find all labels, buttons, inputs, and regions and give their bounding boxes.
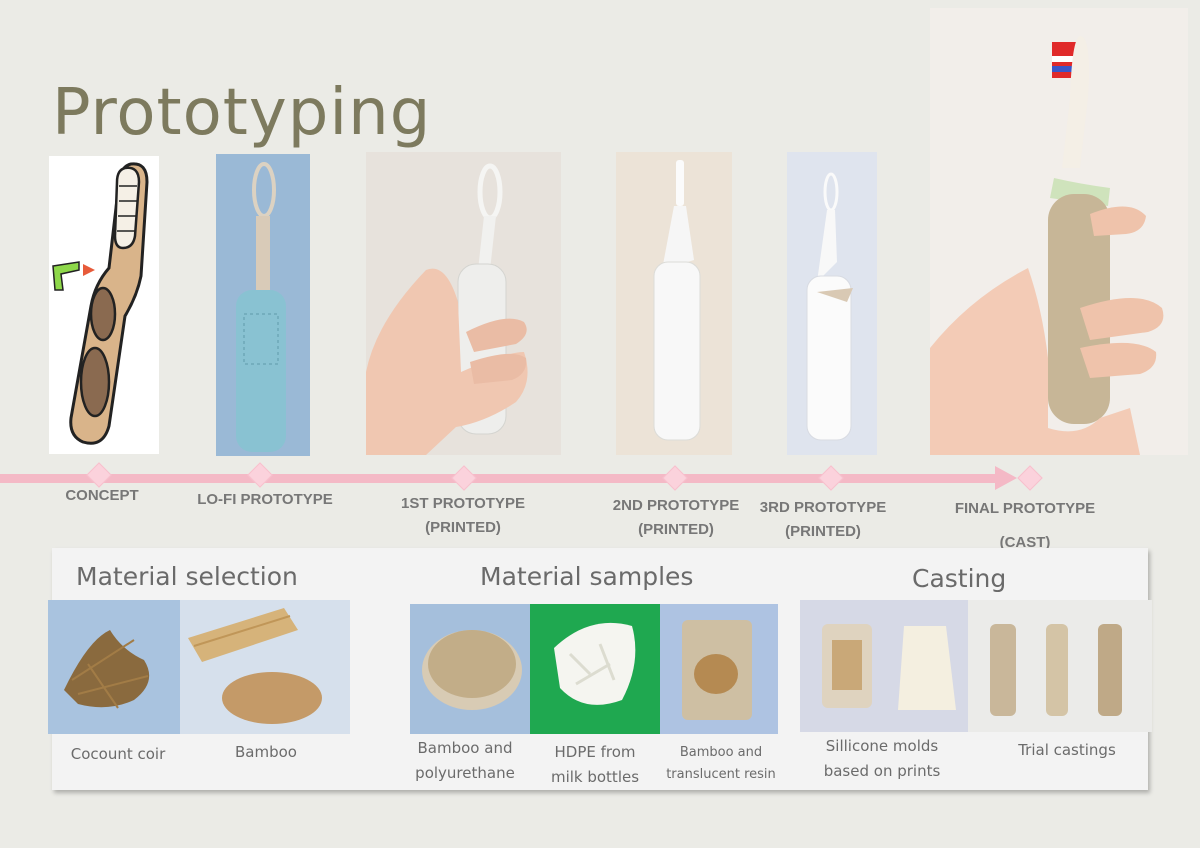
caption-trial-castings-line1: Trial castings: [1018, 741, 1116, 759]
stage-second-line2: (PRINTED): [638, 521, 714, 538]
stage-second-line1: 2ND PROTOTYPE: [612, 497, 740, 514]
first-prototype-image: [366, 152, 561, 455]
coconut-coir-image: [48, 600, 180, 734]
concept-sketch-image: [49, 156, 159, 454]
casting-title: Casting: [912, 564, 1007, 593]
timeline-marker-final: [1017, 465, 1043, 491]
caption-silicone-molds-line2: based on prints: [823, 762, 941, 780]
caption-bamboo-resin-line1: Bamboo and: [679, 745, 763, 760]
trial-castings-image: [968, 600, 1152, 732]
stage-final-line2: (CAST): [999, 534, 1051, 551]
caption-silicone-molds: Sillicone molds based on prints: [804, 734, 960, 784]
stage-label-third: 3RD PROTOTYPE (PRINTED): [748, 496, 898, 544]
bamboo-resin-image: [660, 604, 778, 734]
timeline-marker-second: [662, 465, 688, 491]
timeline-arrow-icon: [995, 466, 1017, 490]
timeline-bar: [0, 474, 1000, 483]
silicone-molds-image: [800, 600, 968, 732]
caption-silicone-molds-line1: Sillicone molds: [825, 737, 939, 755]
stage-label-first: 1ST PROTOTYPE (PRINTED): [386, 492, 540, 540]
stage-first-line1: 1ST PROTOTYPE: [401, 495, 525, 512]
page-title: Prototyping: [52, 76, 432, 150]
caption-hdpe: HDPE from milk bottles: [532, 740, 658, 790]
caption-hdpe-line1: HDPE from: [554, 743, 636, 761]
materials-panel: Material selection Material samples Cast…: [48, 548, 1152, 790]
stage-label-lofi: LO-FI PROTOTYPE: [180, 488, 350, 512]
stage-label-second: 2ND PROTOTYPE (PRINTED): [598, 494, 754, 542]
caption-bamboo-polyurethane: Bamboo and polyurethane: [398, 736, 532, 786]
caption-bamboo-polyurethane-line2: polyurethane: [415, 764, 515, 782]
stage-lofi-line1: LO-FI PROTOTYPE: [197, 491, 333, 508]
stage-first-line2: (PRINTED): [425, 519, 501, 536]
caption-trial-castings: Trial castings: [992, 738, 1142, 763]
bamboo-polyurethane-image: [410, 604, 530, 734]
caption-hdpe-line2: milk bottles: [550, 768, 640, 786]
caption-bamboo-polyurethane-line1: Bamboo and: [417, 739, 513, 757]
material-samples-title: Material samples: [480, 562, 694, 591]
caption-bamboo: Bamboo: [235, 743, 297, 761]
final-prototype-image: [930, 8, 1188, 455]
hdpe-milk-bottles-image: [530, 604, 660, 734]
stage-third-line2: (PRINTED): [785, 523, 861, 540]
caption-bamboo-resin: Bamboo and translucent resin: [658, 742, 784, 786]
lofi-prototype-image: [216, 154, 310, 456]
caption-coconut-coir: Cocount coir: [70, 745, 166, 763]
third-prototype-image: [787, 152, 877, 455]
timeline-marker-first: [451, 465, 477, 491]
stage-concept-line1: CONCEPT: [65, 487, 139, 504]
stage-final-line1: FINAL PROTOTYPE: [954, 500, 1096, 517]
stage-label-concept: CONCEPT: [40, 484, 164, 508]
timeline-marker-third: [818, 465, 844, 491]
timeline-marker-lofi: [247, 462, 273, 488]
second-prototype-image: [616, 152, 732, 455]
material-selection-title: Material selection: [76, 562, 298, 591]
stage-label-final: FINAL PROTOTYPE (CAST): [940, 492, 1110, 560]
stage-third-line1: 3RD PROTOTYPE: [759, 499, 887, 516]
caption-bamboo-resin-line2: translucent resin: [666, 767, 776, 782]
bamboo-image: [180, 600, 350, 734]
